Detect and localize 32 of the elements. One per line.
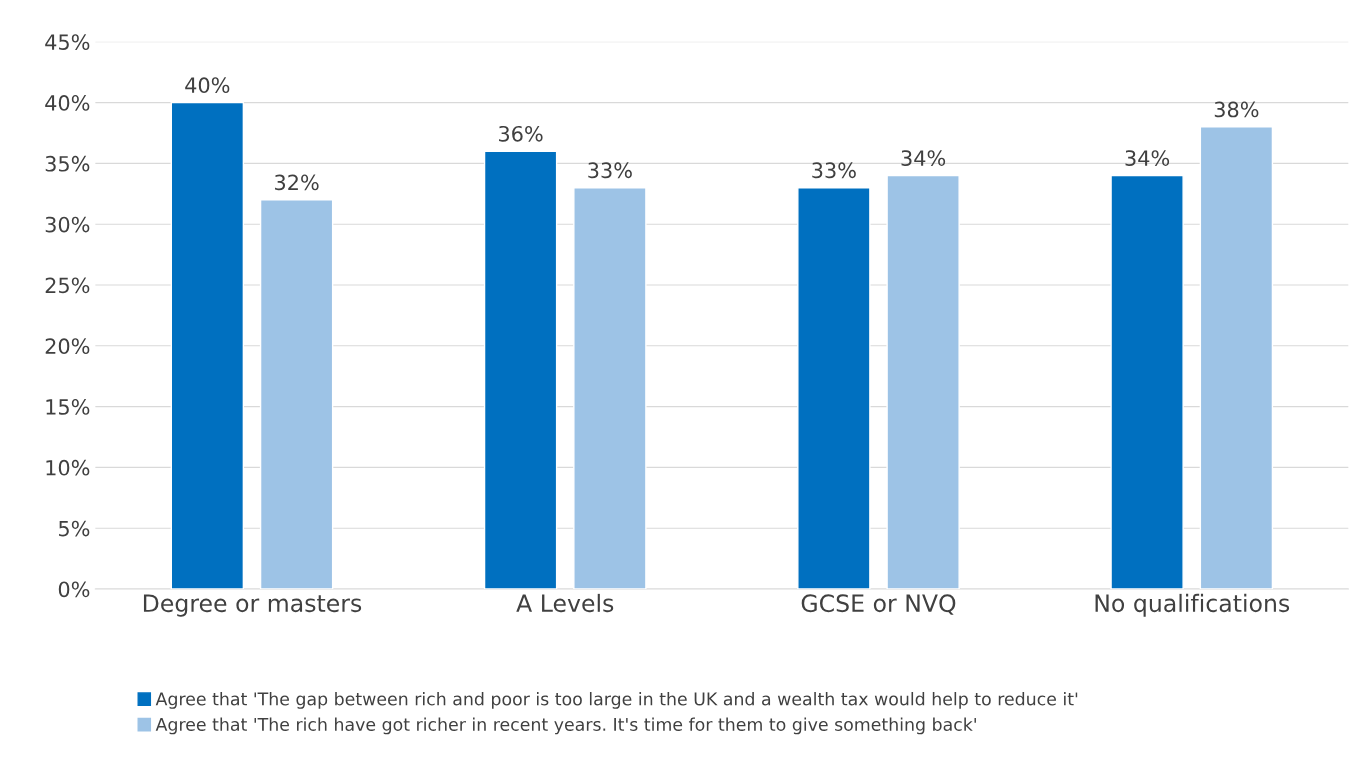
data-label: 32% xyxy=(275,174,319,191)
y-tick-label: 30% xyxy=(45,216,90,233)
y-tick-label: 0% xyxy=(58,581,90,598)
y-tick-label: 20% xyxy=(45,338,90,355)
data-label: 33% xyxy=(812,162,856,179)
data-label: 40% xyxy=(185,77,230,94)
bar xyxy=(483,150,558,589)
bar xyxy=(259,199,334,589)
y-tick-label: 35% xyxy=(45,155,90,172)
bar xyxy=(1199,126,1274,589)
bar xyxy=(573,187,647,589)
x-tick-label: GCSE or NVQ xyxy=(801,594,956,615)
legend-label: Agree that 'The gap between rich and poor is too large in the UK and a wealth tax would help to reduce it' xyxy=(155,692,1078,709)
data-label: 38% xyxy=(1214,101,1259,118)
bar xyxy=(886,174,960,589)
y-tick-label: 5% xyxy=(59,520,90,537)
legend-label: Agree that 'The rich have got richer in recent years. It's time for them to give something back' xyxy=(155,717,976,735)
y-tick-label: 40% xyxy=(45,95,90,111)
data-label: 36% xyxy=(499,125,543,142)
data-label: 34% xyxy=(1125,150,1170,166)
y-tick-label: 45% xyxy=(45,34,90,51)
data-label: 33% xyxy=(588,162,632,179)
data-label: 34% xyxy=(901,150,946,166)
x-tick-label: Degree or masters xyxy=(143,594,362,617)
x-tick-label: No qualifications xyxy=(1095,593,1290,617)
y-tick-label: 15% xyxy=(46,399,90,415)
x-tick-label: A Levels xyxy=(516,593,614,613)
y-tick-label: 25% xyxy=(45,277,90,294)
bar xyxy=(1110,174,1184,589)
y-tick-label: 10% xyxy=(46,459,90,476)
bar xyxy=(170,101,245,589)
bar xyxy=(797,187,871,589)
